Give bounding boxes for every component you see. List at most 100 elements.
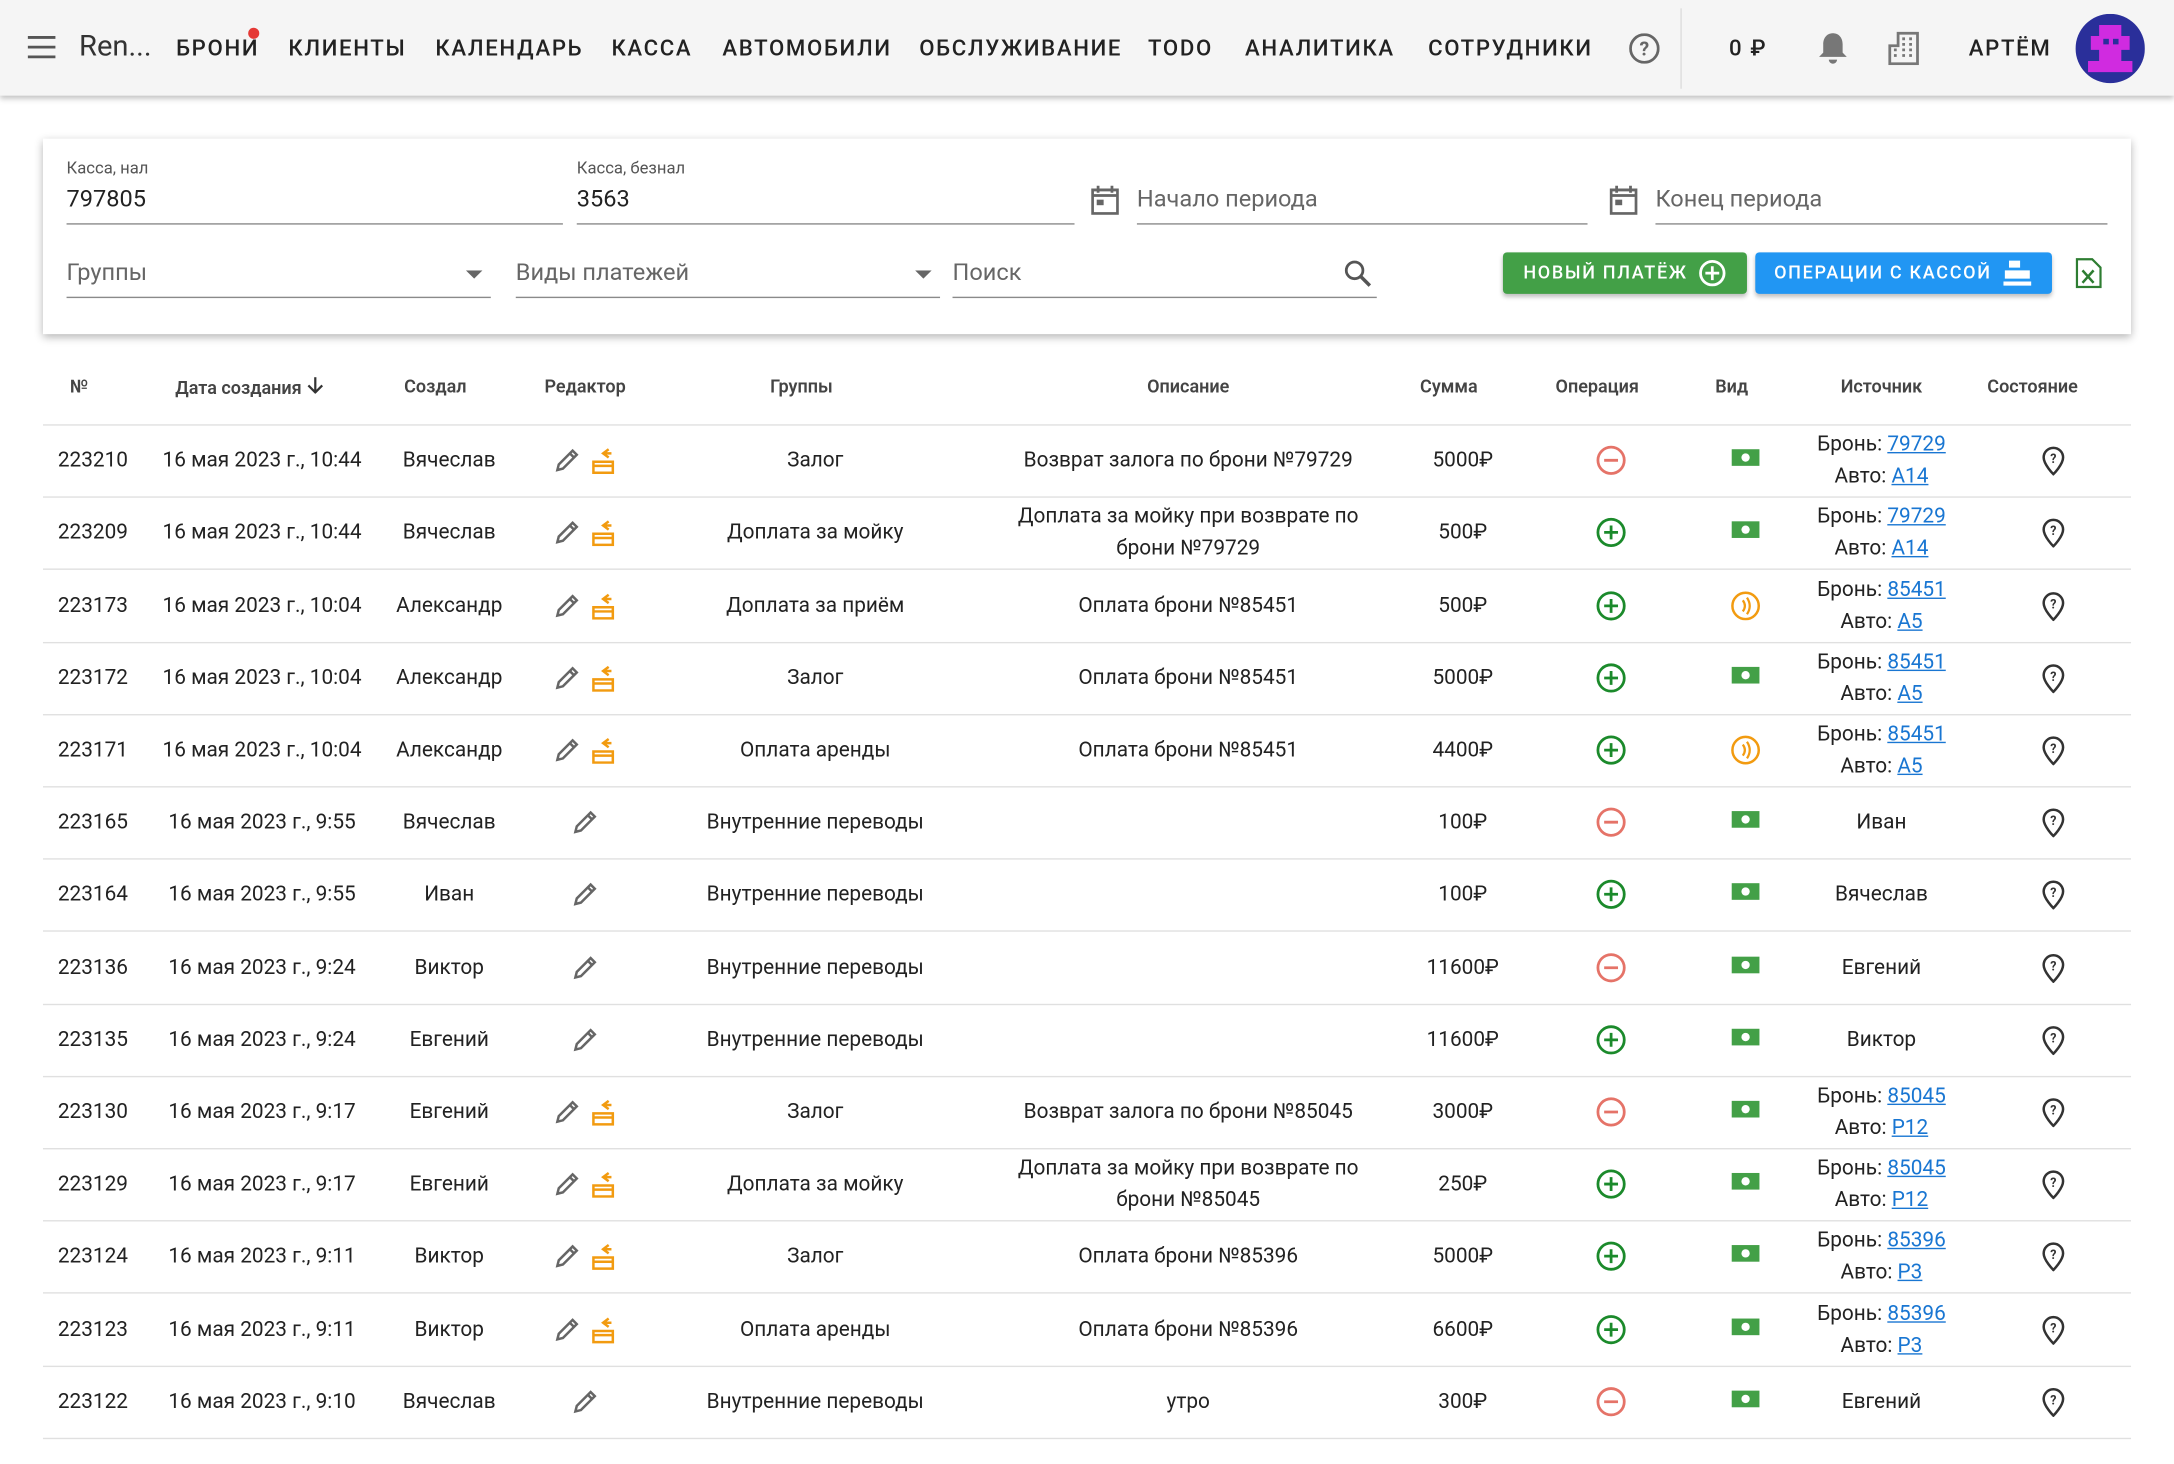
cash-field[interactable]: Касса, нал 797805 [66, 158, 563, 225]
column-header[interactable]: Группы [770, 377, 833, 398]
car-link[interactable]: A5 [1897, 680, 1923, 706]
booking-link[interactable]: 85451 [1887, 576, 1946, 602]
nav-item[interactable]: TODO [1148, 34, 1213, 62]
column-header[interactable]: Создал [404, 377, 467, 398]
operation-icon [1596, 1314, 1627, 1345]
nav-item[interactable]: КЛИЕНТЫ [288, 34, 407, 62]
groups-select[interactable]: Группы [66, 256, 491, 299]
excel-export-icon[interactable] [2075, 258, 2102, 289]
state-icon[interactable]: ? [2038, 807, 2069, 838]
booking-link[interactable]: 85045 [1887, 1082, 1946, 1108]
nav-item[interactable]: АНАЛИТИКА [1245, 34, 1395, 62]
icon-part: ? [2050, 1176, 2056, 1191]
edit-icon[interactable] [553, 447, 581, 475]
state-icon[interactable]: ? [2038, 518, 2069, 549]
edit-icon[interactable] [553, 591, 581, 619]
edit-icon[interactable] [571, 1387, 599, 1415]
edit-icon[interactable] [553, 1170, 581, 1198]
column-header[interactable]: Описание [1147, 377, 1230, 398]
edit-icon[interactable] [553, 1315, 581, 1343]
nav-item[interactable]: АВТОМОБИЛИ [722, 34, 892, 62]
refund-icon[interactable] [589, 664, 617, 692]
car-link[interactable]: P3 [1897, 1259, 1923, 1285]
booking-link[interactable]: 85396 [1887, 1299, 1946, 1325]
edit-icon[interactable] [553, 736, 581, 764]
cashless-field[interactable]: Касса, безнал 3563 [576, 158, 1075, 225]
source-label: Авто: [1834, 1114, 1887, 1140]
nav-item[interactable]: СОТРУДНИКИ [1428, 34, 1593, 62]
car-link[interactable]: P12 [1891, 1114, 1929, 1140]
payment-types-select[interactable]: Виды платежей [515, 256, 941, 299]
edit-icon[interactable] [571, 808, 599, 836]
edit-icon[interactable] [571, 881, 599, 909]
state-icon[interactable]: ? [2038, 879, 2069, 911]
car-link[interactable]: A14 [1891, 463, 1929, 489]
refund-icon[interactable] [589, 1170, 617, 1198]
nav-item[interactable]: КАЛЕНДАРЬ [435, 34, 584, 62]
booking-link[interactable]: 85045 [1887, 1155, 1946, 1181]
booking-link[interactable]: 79729 [1887, 431, 1946, 457]
booking-link[interactable]: 85451 [1887, 720, 1946, 746]
column-header[interactable]: Сумма [1420, 377, 1478, 398]
edit-icon[interactable] [553, 519, 581, 547]
refund-icon[interactable] [589, 447, 617, 475]
calendar-icon[interactable] [1609, 184, 1638, 215]
state-icon[interactable]: ? [2038, 662, 2069, 694]
state-icon[interactable]: ? [2038, 1024, 2069, 1056]
avatar[interactable] [2075, 13, 2145, 84]
booking-link[interactable]: 85451 [1887, 648, 1946, 674]
car-link[interactable]: A14 [1891, 535, 1929, 561]
new-payment-button[interactable]: НОВЫЙ ПЛАТЁЖ [1502, 252, 1747, 294]
help-icon[interactable]: ? [1629, 33, 1660, 64]
column-header[interactable]: Дата создания [175, 377, 324, 399]
state-icon[interactable]: ? [2038, 1097, 2069, 1128]
column-header[interactable]: Редактор [544, 377, 626, 398]
period-end-field[interactable]: Конец периода [1655, 158, 2108, 225]
column-header[interactable]: Вид [1715, 377, 1749, 398]
period-start-field[interactable]: Начало периода [1136, 158, 1588, 225]
cash-operations-button[interactable]: ОПЕРАЦИИ С КАССОЙ [1755, 252, 2052, 294]
refund-icon[interactable] [589, 1243, 617, 1271]
refund-icon[interactable] [589, 591, 617, 619]
column-header[interactable]: Состояние [1987, 377, 2078, 398]
bell-icon[interactable] [1818, 31, 1849, 67]
row-divider [42, 496, 2132, 499]
edit-icon[interactable] [553, 1098, 581, 1126]
refund-icon[interactable] [589, 1315, 617, 1343]
car-link[interactable]: P12 [1891, 1186, 1929, 1212]
column-header[interactable]: Операция [1555, 377, 1639, 398]
state-icon[interactable]: ? [2038, 1241, 2069, 1273]
state-icon[interactable]: ? [2038, 1386, 2069, 1417]
menu-icon[interactable] [27, 35, 56, 60]
state-icon[interactable]: ? [2038, 1169, 2069, 1200]
nav-item[interactable]: ОБСЛУЖИВАНИЕ [919, 34, 1123, 62]
user-name[interactable]: АРТЁМ [1968, 34, 2052, 62]
office-icon[interactable] [1887, 29, 1923, 66]
search-field[interactable]: Поиск [952, 256, 1377, 299]
state-icon[interactable]: ? [2038, 590, 2069, 621]
car-link[interactable]: P3 [1897, 1331, 1923, 1357]
car-link[interactable]: A5 [1897, 752, 1923, 778]
refund-icon[interactable] [589, 1098, 617, 1126]
state-icon[interactable]: ? [2038, 1314, 2069, 1345]
nav-item[interactable]: БРОНИ [176, 34, 260, 62]
brand[interactable]: Ren... [79, 30, 152, 64]
sort-arrow[interactable] [307, 377, 324, 399]
edit-icon[interactable] [571, 953, 599, 981]
state-icon[interactable]: ? [2038, 735, 2069, 766]
edit-icon[interactable] [553, 1243, 581, 1271]
state-icon[interactable]: ? [2038, 445, 2069, 477]
state-icon[interactable]: ? [2038, 952, 2069, 983]
edit-icon[interactable] [553, 664, 581, 692]
refund-icon[interactable] [589, 519, 617, 547]
booking-link[interactable]: 79729 [1887, 503, 1946, 529]
car-link[interactable]: A5 [1897, 607, 1923, 633]
booking-link[interactable]: 85396 [1887, 1227, 1946, 1253]
refund-icon[interactable] [589, 736, 617, 764]
column-header[interactable]: № [69, 377, 89, 398]
group: Оплата аренды [739, 736, 891, 762]
edit-icon[interactable] [571, 1026, 599, 1054]
nav-item[interactable]: КАССА [611, 34, 693, 62]
calendar-icon[interactable] [1091, 184, 1119, 215]
column-header[interactable]: Источник [1840, 377, 1923, 398]
